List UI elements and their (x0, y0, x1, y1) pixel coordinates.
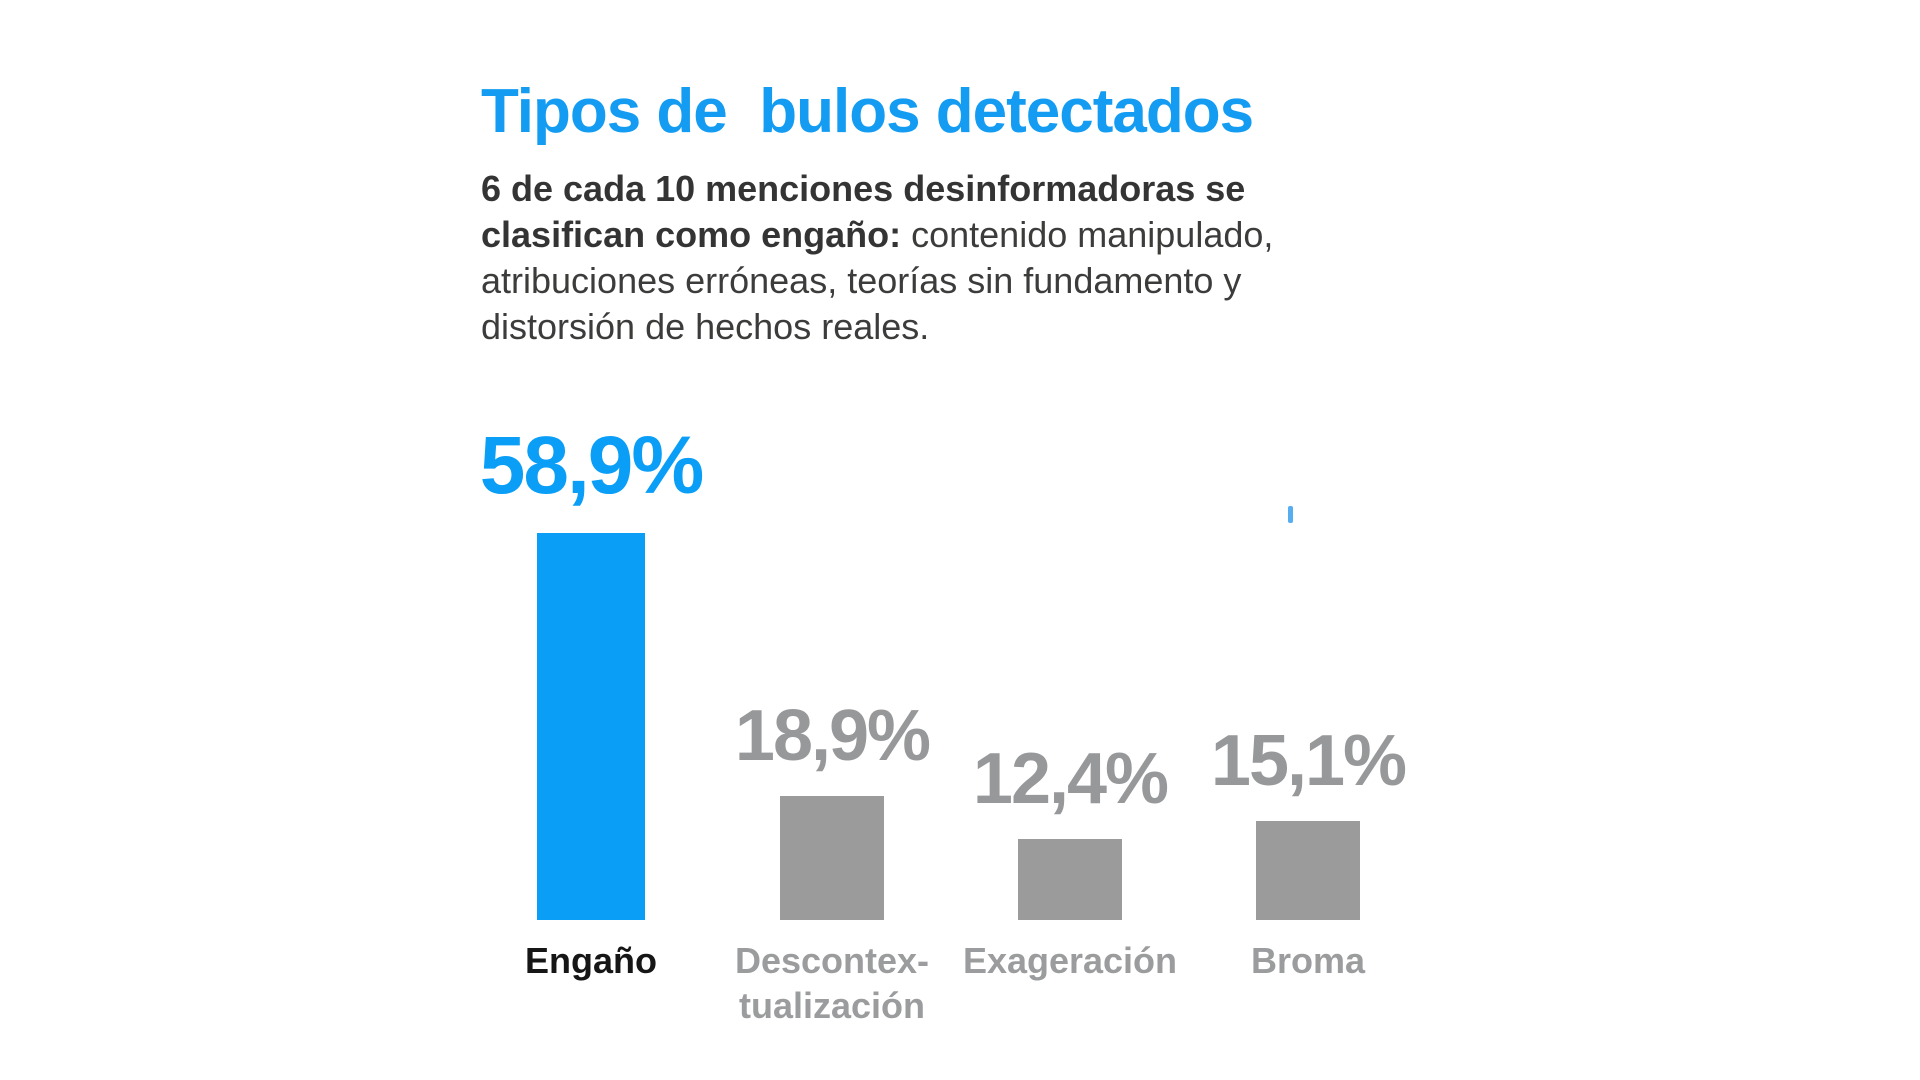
bar-exageracion (1018, 839, 1122, 920)
value-label-broma: 15,1% (1210, 721, 1407, 801)
subtitle-bold-text: 6 de cada 10 menciones desinformadoras s… (481, 168, 1246, 255)
bar-group-exageracion: 12,4% (955, 0, 1185, 920)
category-label-broma: Broma (1250, 940, 1366, 981)
category-label-descontextualizacion: Descontex- tualización (734, 940, 930, 1026)
subtitle-regular-text: contenido manipulado, atribuciones errón… (481, 214, 1274, 347)
stray-tick-mark (1288, 506, 1293, 523)
bar-engano (537, 533, 645, 920)
value-label-engano: 58,9% (479, 420, 705, 511)
bar-group-broma: 15,1% (1193, 0, 1423, 920)
bar-group-engano: 58,9% (476, 0, 706, 920)
bar-broma (1256, 821, 1360, 920)
chart-title: Tipos de bulos detectados (481, 77, 1254, 146)
value-label-exageracion: 12,4% (972, 739, 1169, 819)
value-label-descontextualizacion: 18,9% (734, 696, 931, 776)
category-label-engano: Engaño (525, 940, 657, 981)
bar-group-descontextualizacion: 18,9% (717, 0, 947, 920)
bar-descontextualizacion (780, 796, 884, 920)
category-label-exageracion: Exageración (962, 940, 1178, 981)
chart-subtitle: 6 de cada 10 menciones desinformadoras s… (481, 166, 1361, 350)
